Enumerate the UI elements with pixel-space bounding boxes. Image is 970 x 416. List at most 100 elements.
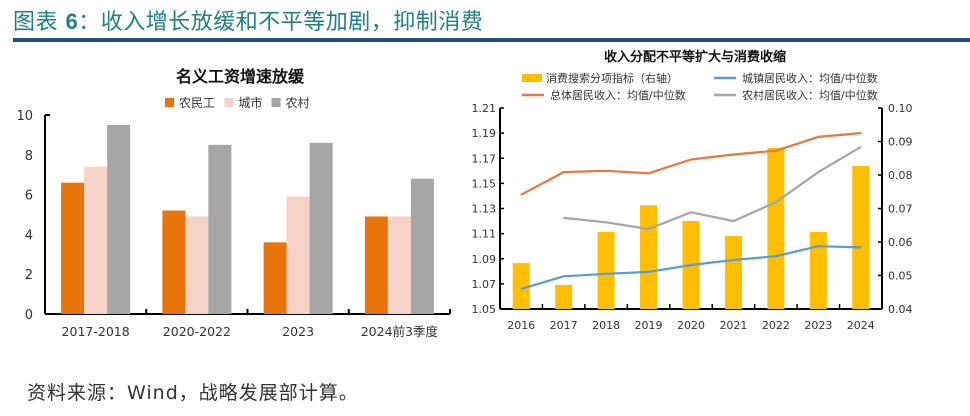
point-urban [859,246,862,249]
bar-consumption-index [640,205,658,309]
x-tick-label: 2022 [762,319,790,332]
bar-urban [185,216,209,314]
legend-swatch-2 [271,98,281,107]
bar-consumption-index [597,231,615,309]
point-urban [690,264,692,266]
legend-swatch-1 [224,98,234,107]
legend-label-0: 总体居民收入：均值/中位数 [550,88,686,102]
legend-label-2: 农村居民收入：均值/中位数 [742,88,878,102]
title-rule [13,38,970,42]
bar-urban [286,196,310,314]
y-tick-label: 8 [25,149,33,164]
point-overall [520,193,523,196]
x-tick-label: 2016 [507,319,535,332]
y-tick-label: 4 [25,228,33,243]
bar-consumption-index [512,263,530,309]
legend-label-1: 城镇居民收入：均值/中位数 [742,71,878,85]
bar-rural [107,124,131,314]
point-overall [817,136,820,138]
point-urban [647,271,650,273]
bar-consumption-index [555,284,573,309]
point-urban [520,288,523,290]
x-tick-label: 2020-2022 [163,324,231,339]
legend-swatch-bars [522,74,542,82]
x-tick-label: 2018 [592,319,620,332]
title-prefix: 图表 [13,10,66,35]
figure-title: 图表 6：收入增长放缓和不平等加剧，抑制消费 [13,4,483,36]
bar-urban [387,216,411,314]
x-tick-label: 2023 [804,319,832,332]
bar-consumption-index [852,165,870,309]
bar-migrant [162,210,186,314]
point-overall [647,172,650,175]
y-tick-label: 10 [16,109,33,124]
title-number: 6 [65,9,79,34]
left-y-tick-label: 1.17 [472,152,497,165]
bar-rural [208,144,232,314]
point-urban [605,273,607,275]
source-note: 资料来源：Wind，战略发展部计算。 [27,382,359,404]
left-y-tick-label: 1.21 [472,102,497,115]
bar-migrant [263,242,287,314]
x-tick-label: 2017 [550,319,578,332]
bar-migrant [61,182,85,314]
point-overall [732,153,735,156]
point-rural [732,220,735,222]
x-tick-label: 2024 [847,319,875,332]
x-tick-label: 2024前3季度 [361,324,439,339]
point-rural [562,217,565,219]
x-tick-label: 2017-2018 [62,324,130,339]
y-tick-label: 2 [25,268,33,283]
point-rural [647,228,650,230]
point-rural [605,221,607,224]
right-y-tick-label: 0.05 [888,270,913,283]
x-tick-label: 2020 [677,319,705,332]
bar-urban [84,166,108,314]
left-y-tick-label: 1.13 [472,203,497,216]
left-y-tick-label: 1.09 [472,253,497,266]
bar-rural [410,178,434,314]
bar-consumption-index [767,147,785,309]
left-y-tick-label: 1.05 [472,303,497,316]
point-overall [605,170,607,172]
bar-consumption-index [809,231,827,309]
left-y-tick-label: 1.15 [472,177,497,190]
left-y-tick-label: 1.07 [472,278,497,291]
y-tick-label: 0 [25,308,33,323]
left-y-tick-label: 1.11 [472,228,497,241]
chart-title: 名义工资增速放缓 [176,67,305,86]
right-y-tick-label: 0.04 [888,303,913,316]
point-rural [775,201,777,204]
title-text: ：收入增长放缓和不平等加剧，抑制消费 [78,10,484,35]
legend-label-2: 农村 [286,96,310,110]
bar-rural [309,142,333,314]
legend-label-bars: 消费搜索分项指标（右轴） [546,71,678,85]
right-y-tick-label: 0.08 [888,169,913,182]
legend-label-0: 农民工 [179,96,215,110]
right-y-tick-label: 0.10 [888,102,913,115]
right-y-tick-label: 0.09 [888,136,913,149]
point-urban [732,259,735,261]
point-overall [775,149,777,152]
point-overall [690,158,692,161]
line-rural [563,145,862,231]
point-overall [562,171,565,173]
point-rural [859,146,862,148]
point-urban [562,275,565,278]
right-y-tick-label: 0.06 [888,236,913,249]
point-rural [817,171,820,173]
point-rural [690,211,692,214]
chart-title: 收入分配不平等扩大与消费收缩 [604,49,786,65]
x-tick-label: 2019 [635,319,663,332]
line-overall [520,132,861,196]
y-tick-label: 6 [25,189,33,204]
right-y-tick-label: 0.07 [888,203,913,216]
legend-swatch-0 [165,98,174,107]
point-overall [859,132,862,134]
x-tick-label: 2021 [719,319,747,332]
point-urban [775,255,777,258]
left-y-tick-label: 1.19 [472,127,497,140]
bar-migrant [364,216,388,314]
